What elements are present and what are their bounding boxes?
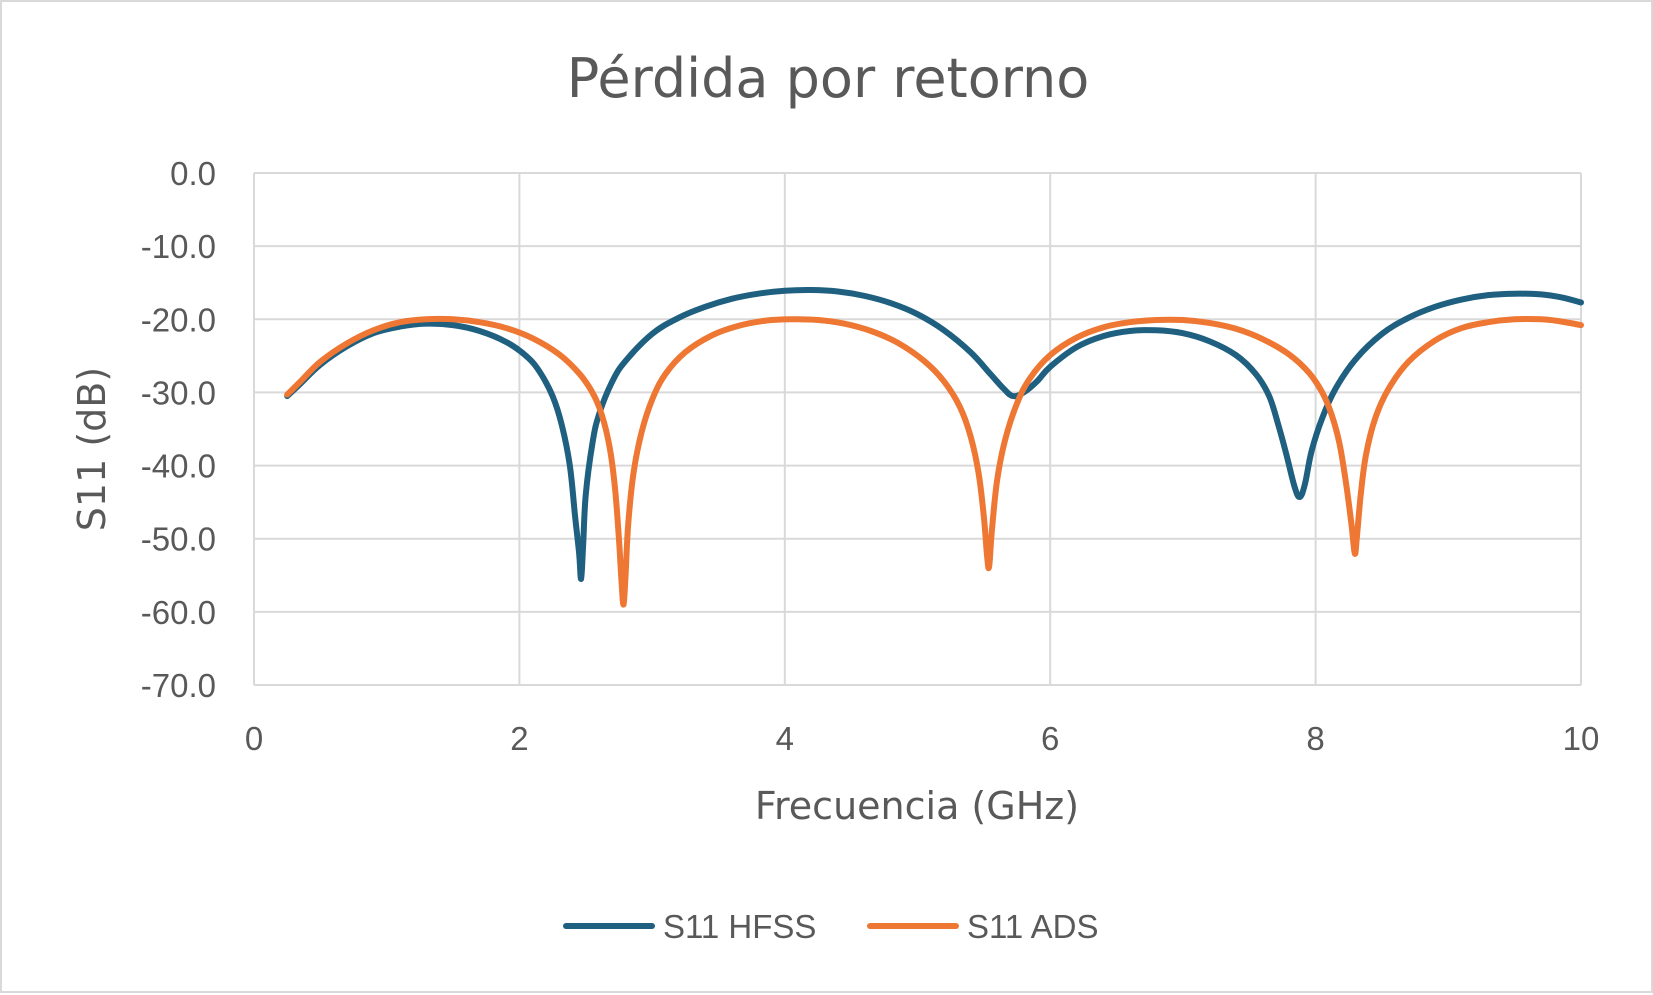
x-tick-label: 2 <box>510 720 528 757</box>
y-tick-label: -70.0 <box>141 667 216 704</box>
series-layer <box>284 286 1584 608</box>
x-tick-label: 8 <box>1306 720 1324 757</box>
horizontal-gridlines <box>254 172 1581 686</box>
y-axis-tick-labels: 0.0 -10.0 -20.0 -30.0 -40.0 -50.0 -60.0 -70.0 <box>141 155 216 704</box>
legend: S11 HFSS S11 ADS <box>563 908 1098 945</box>
chart-title: Pérdida por retorno <box>567 47 1090 110</box>
y-tick-label: -30.0 <box>141 374 216 411</box>
series-line-s11-ads <box>284 315 1584 608</box>
x-tick-label: 0 <box>245 720 263 757</box>
y-tick-label: -10.0 <box>141 228 216 265</box>
y-tick-label: -50.0 <box>141 521 216 558</box>
x-axis-tick-labels: 0 2 4 6 8 10 <box>245 720 1600 757</box>
vertical-gridlines <box>253 173 1582 685</box>
y-tick-label: -60.0 <box>141 594 216 631</box>
y-tick-label: -40.0 <box>141 448 216 485</box>
x-tick-label: 6 <box>1041 720 1059 757</box>
series-line-s11-hfss <box>284 286 1584 582</box>
x-tick-label: 4 <box>776 720 794 757</box>
x-tick-label: 10 <box>1563 720 1600 757</box>
y-axis-title: S11 (dB) <box>70 367 114 531</box>
legend-label: S11 HFSS <box>663 908 816 945</box>
x-axis-title: Frecuencia (GHz) <box>755 784 1079 828</box>
y-tick-label: -20.0 <box>141 301 216 338</box>
legend-label: S11 ADS <box>967 908 1098 945</box>
y-tick-label: 0.0 <box>170 155 216 192</box>
